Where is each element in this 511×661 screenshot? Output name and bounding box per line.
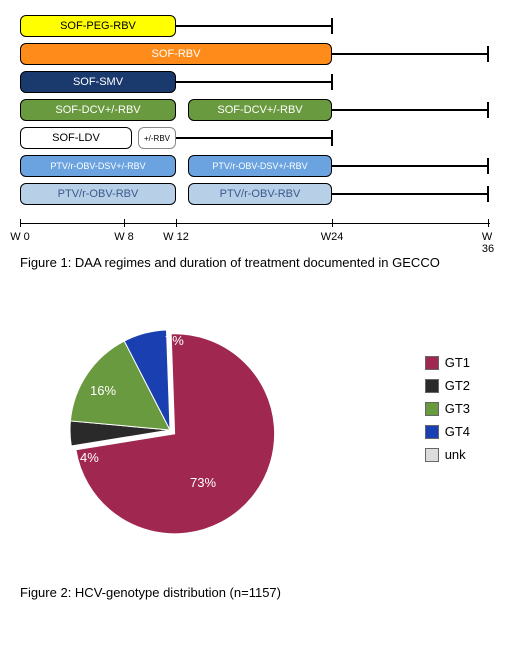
regimen-bar: SOF-SMV xyxy=(20,71,176,93)
whisker xyxy=(332,53,488,55)
legend-swatch xyxy=(425,402,439,416)
whisker-cap xyxy=(331,18,333,34)
pie-chart-area: 73% 4% 16% 7% GT1 GT2 GT3 GT4 unk xyxy=(20,295,490,555)
axis-tick-label: W 36 xyxy=(482,231,494,255)
legend-item: GT4 xyxy=(425,424,470,439)
whisker xyxy=(332,193,488,195)
axis-tick xyxy=(488,219,489,227)
regimen-bar: SOF-RBV xyxy=(20,43,332,65)
whisker-cap xyxy=(487,102,489,118)
axis-tick-label: W 8 xyxy=(114,231,134,243)
legend-item: GT3 xyxy=(425,401,470,416)
legend-swatch xyxy=(425,356,439,370)
gantt-chart: SOF-PEG-RBV SOF-RBV SOF-SMV SOF-DCV+/-RBV SO… xyxy=(20,15,490,245)
whisker-cap xyxy=(331,74,333,90)
whisker xyxy=(332,165,488,167)
legend-item: unk xyxy=(425,447,470,462)
whisker xyxy=(176,25,332,27)
legend-label: GT1 xyxy=(445,355,470,370)
legend-label: unk xyxy=(445,447,466,462)
pie-legend: GT1 GT2 GT3 GT4 unk xyxy=(425,355,470,470)
pie-pct-label: 16% xyxy=(90,383,116,398)
regimen-bar: SOF-DCV+/-RBV xyxy=(20,99,176,121)
regimen-bar: PTV/r-OBV-DSV+/-RBV xyxy=(188,155,332,177)
legend-item: GT1 xyxy=(425,355,470,370)
axis-tick-label: W 0 xyxy=(10,231,30,243)
legend-label: GT4 xyxy=(445,424,470,439)
regimen-bar: PTV/r-OBV-DSV+/-RBV xyxy=(20,155,176,177)
legend-label: GT3 xyxy=(445,401,470,416)
figure2-caption: Figure 2: HCV-genotype distribution (n=1… xyxy=(20,585,491,600)
whisker-cap xyxy=(331,130,333,146)
whisker-cap xyxy=(487,46,489,62)
whisker xyxy=(176,81,332,83)
whisker xyxy=(176,137,332,139)
pie-pct-label: 4% xyxy=(80,450,99,465)
regimen-bar: SOF-DCV+/-RBV xyxy=(188,99,332,121)
legend-swatch xyxy=(425,425,439,439)
x-axis xyxy=(20,223,490,224)
axis-tick xyxy=(176,219,177,227)
axis-tick xyxy=(20,219,21,227)
whisker xyxy=(332,109,488,111)
regimen-bar: +/-RBV xyxy=(138,127,176,149)
axis-tick xyxy=(124,219,125,227)
regimen-bar: SOF-LDV xyxy=(20,127,132,149)
whisker-cap xyxy=(487,158,489,174)
legend-swatch xyxy=(425,379,439,393)
pie-pct-label: 7% xyxy=(165,333,184,348)
legend-item: GT2 xyxy=(425,378,470,393)
pie-pct-label: 73% xyxy=(190,475,216,490)
figure1-caption: Figure 1: DAA regimes and duration of tr… xyxy=(20,255,491,270)
regimen-bar: SOF-PEG-RBV xyxy=(20,15,176,37)
regimen-bar: PTV/r-OBV-RBV xyxy=(20,183,176,205)
axis-tick xyxy=(332,219,333,227)
axis-tick-label: W 12 xyxy=(163,231,189,243)
whisker-cap xyxy=(487,186,489,202)
axis-tick-label: W24 xyxy=(321,231,344,243)
regimen-bar: PTV/r-OBV-RBV xyxy=(188,183,332,205)
legend-label: GT2 xyxy=(445,378,470,393)
legend-swatch xyxy=(425,448,439,462)
